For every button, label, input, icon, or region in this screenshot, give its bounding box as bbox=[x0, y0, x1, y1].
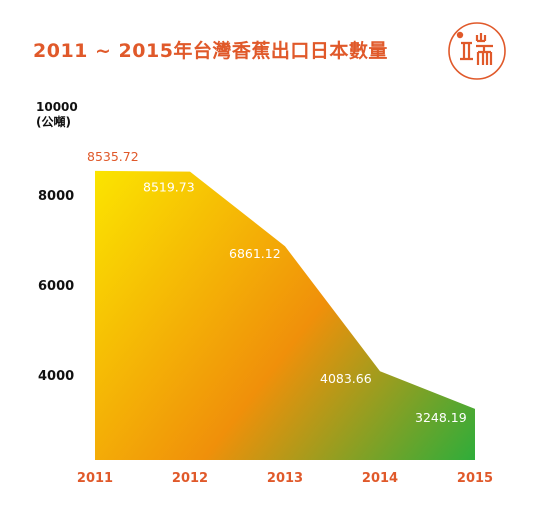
y-axis-ticks: 4000 6000 8000 bbox=[38, 189, 74, 384]
y-axis-unit: (公噸) bbox=[36, 115, 71, 129]
data-label: 8519.73 bbox=[143, 180, 195, 195]
data-label: 4083.66 bbox=[320, 371, 372, 386]
chart-title: 2011 ~ 2015年台灣香蕉出口日本數量 bbox=[33, 40, 388, 62]
x-tick-label: 2012 bbox=[172, 471, 208, 486]
x-tick-label: 2011 bbox=[77, 471, 113, 486]
y-axis-label: 10000 (公噸) bbox=[36, 100, 78, 130]
area-series bbox=[95, 170, 475, 461]
y-tick-label: 8000 bbox=[38, 189, 74, 204]
x-tick-label: 2014 bbox=[362, 471, 398, 486]
data-label: 8535.72 bbox=[87, 149, 139, 164]
data-label: 6861.12 bbox=[229, 246, 281, 261]
data-label: 3248.19 bbox=[415, 410, 467, 425]
y-tick-label: 4000 bbox=[38, 369, 74, 384]
y-tick-top-label: 10000 bbox=[36, 100, 78, 114]
logo-icon bbox=[448, 22, 506, 80]
y-tick-label: 6000 bbox=[38, 279, 74, 294]
x-tick-label: 2013 bbox=[267, 471, 303, 486]
data-labels: 8535.72 8519.73 6861.12 4083.66 3248.19 bbox=[87, 149, 467, 425]
x-axis-ticks: 2011 2012 2013 2014 2015 bbox=[77, 471, 493, 486]
x-tick-label: 2015 bbox=[457, 471, 493, 486]
